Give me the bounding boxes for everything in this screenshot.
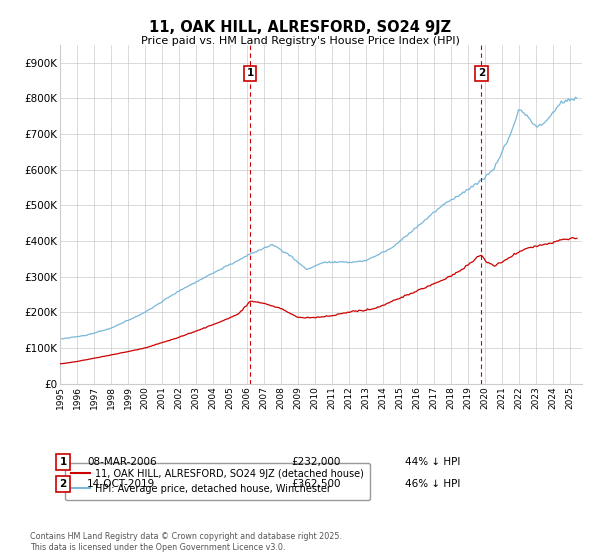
Text: 14-OCT-2019: 14-OCT-2019 <box>87 479 155 489</box>
Text: 2: 2 <box>478 68 485 78</box>
Text: 46% ↓ HPI: 46% ↓ HPI <box>405 479 460 489</box>
Text: £232,000: £232,000 <box>291 457 340 467</box>
Text: 2: 2 <box>59 479 67 489</box>
Text: Contains HM Land Registry data © Crown copyright and database right 2025.
This d: Contains HM Land Registry data © Crown c… <box>30 532 342 552</box>
Text: 11, OAK HILL, ALRESFORD, SO24 9JZ: 11, OAK HILL, ALRESFORD, SO24 9JZ <box>149 20 451 35</box>
Text: 1: 1 <box>247 68 254 78</box>
Text: 1: 1 <box>59 457 67 467</box>
Text: Price paid vs. HM Land Registry's House Price Index (HPI): Price paid vs. HM Land Registry's House … <box>140 36 460 46</box>
Text: 08-MAR-2006: 08-MAR-2006 <box>87 457 157 467</box>
Legend: 11, OAK HILL, ALRESFORD, SO24 9JZ (detached house), HPI: Average price, detached: 11, OAK HILL, ALRESFORD, SO24 9JZ (detac… <box>65 463 370 500</box>
Text: 44% ↓ HPI: 44% ↓ HPI <box>405 457 460 467</box>
Text: £362,500: £362,500 <box>291 479 341 489</box>
